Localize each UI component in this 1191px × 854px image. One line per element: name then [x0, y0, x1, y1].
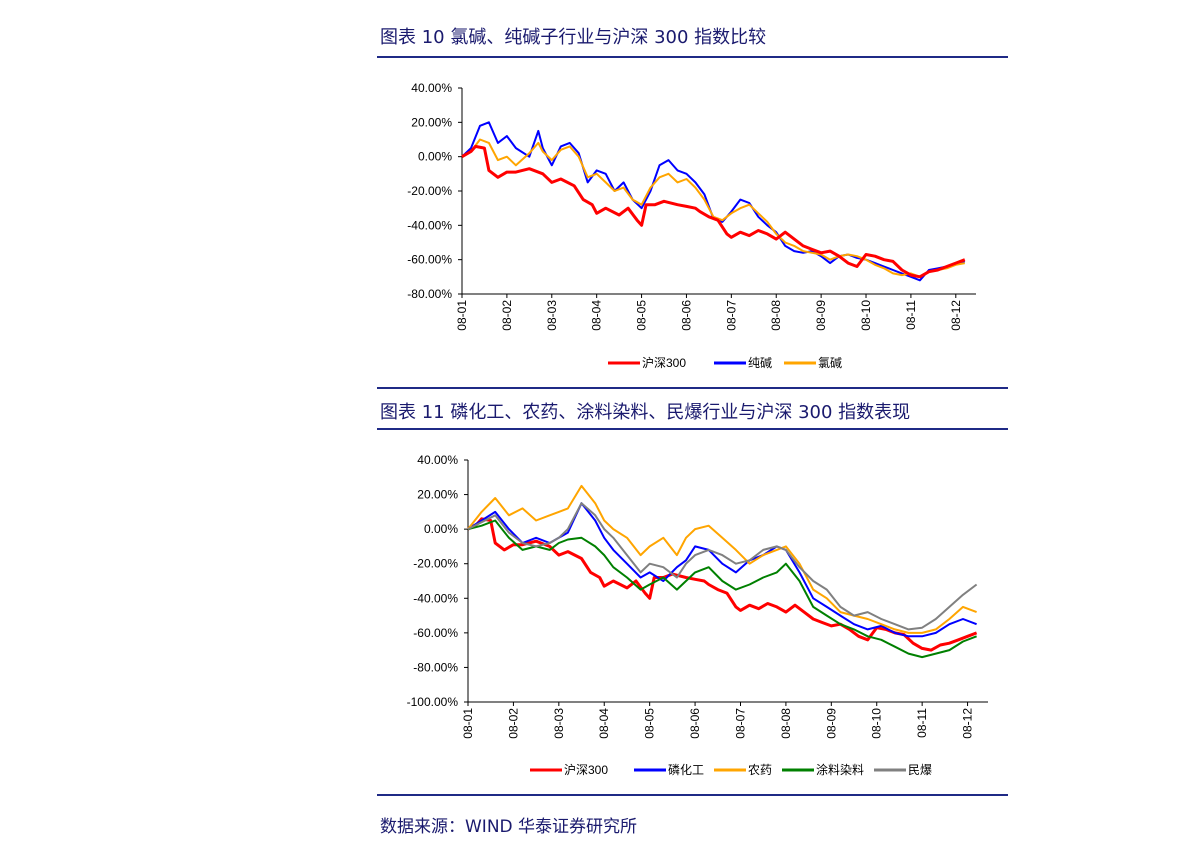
x-tick-label: 08-04 — [597, 708, 611, 739]
legend-label: 沪深300 — [564, 763, 608, 777]
y-tick-label: -60.00% — [407, 253, 452, 267]
legend-label: 纯碱 — [748, 356, 772, 370]
x-tick-label: 08-03 — [552, 708, 566, 739]
x-tick-label: 08-01 — [455, 300, 469, 331]
y-tick-label: 20.00% — [417, 488, 458, 502]
source-note: 数据来源：WIND 华泰证券研究所 — [380, 817, 638, 837]
x-tick-label: 08-11 — [904, 300, 918, 330]
y-tick-label: -80.00% — [413, 660, 458, 674]
chart-1-title: 图表 10 氯碱、纯碱子行业与沪深 300 指数比较 — [380, 27, 767, 48]
series-line-氯碱 — [461, 138, 965, 278]
x-tick-label: 08-10 — [870, 708, 884, 739]
y-tick-label: -60.00% — [413, 626, 458, 640]
x-tick-label: 08-07 — [724, 300, 738, 331]
legend-label: 涂料染料 — [816, 762, 864, 777]
y-tick-label: 20.00% — [411, 115, 452, 129]
legend-label: 民爆 — [908, 763, 932, 777]
y-tick-label: 40.00% — [411, 81, 452, 95]
x-tick-label: 08-04 — [590, 300, 604, 331]
x-tick-label: 08-12 — [961, 708, 975, 739]
x-tick-label: 08-05 — [635, 300, 649, 331]
chart-1-bottom-rule — [377, 387, 1008, 389]
y-tick-label: -100.00% — [407, 695, 459, 709]
x-tick-label: 08-10 — [859, 300, 873, 331]
y-tick-label: 0.00% — [424, 522, 458, 536]
x-tick-label: 08-08 — [779, 708, 793, 739]
chart-2-title: 图表 11 磷化工、农药、涂料染料、民爆行业与沪深 300 指数表现 — [380, 402, 911, 423]
y-tick-label: 0.00% — [418, 150, 452, 164]
x-tick-label: 08-09 — [814, 300, 828, 331]
y-tick-label: -40.00% — [413, 591, 458, 605]
y-tick-label: 40.00% — [417, 453, 458, 467]
series-line-涂料染料 — [467, 519, 977, 659]
series-line-农药 — [467, 484, 977, 634]
chart-1-title-rule — [377, 56, 1008, 58]
x-tick-label: 08-01 — [461, 708, 475, 739]
x-tick-label: 08-02 — [506, 708, 520, 739]
x-tick-label: 08-12 — [949, 300, 963, 331]
x-tick-label: 08-02 — [500, 300, 514, 331]
x-tick-label: 08-06 — [688, 708, 702, 739]
y-tick-label: -80.00% — [407, 287, 452, 301]
legend-label: 氯碱 — [818, 356, 842, 370]
x-tick-label: 08-05 — [643, 708, 657, 739]
legend-label: 沪深300 — [642, 356, 686, 370]
y-tick-label: -40.00% — [407, 218, 452, 232]
x-tick-label: 08-11 — [915, 708, 929, 738]
chart-2-bottom-rule — [377, 794, 1008, 796]
series-line-民爆 — [467, 502, 978, 631]
x-tick-label: 08-06 — [679, 300, 693, 331]
y-tick-label: -20.00% — [413, 557, 458, 571]
x-tick-label: 08-08 — [769, 300, 783, 331]
legend-label: 农药 — [748, 763, 772, 777]
x-tick-label: 08-03 — [545, 300, 559, 331]
y-tick-label: -20.00% — [407, 184, 452, 198]
chart-2-title-rule — [377, 428, 1008, 430]
series-line-磷化工 — [467, 502, 977, 638]
x-tick-label: 08-09 — [824, 708, 838, 739]
legend-label: 磷化工 — [668, 762, 704, 777]
x-tick-label: 08-07 — [733, 708, 747, 739]
series-line-沪深300 — [461, 144, 966, 279]
